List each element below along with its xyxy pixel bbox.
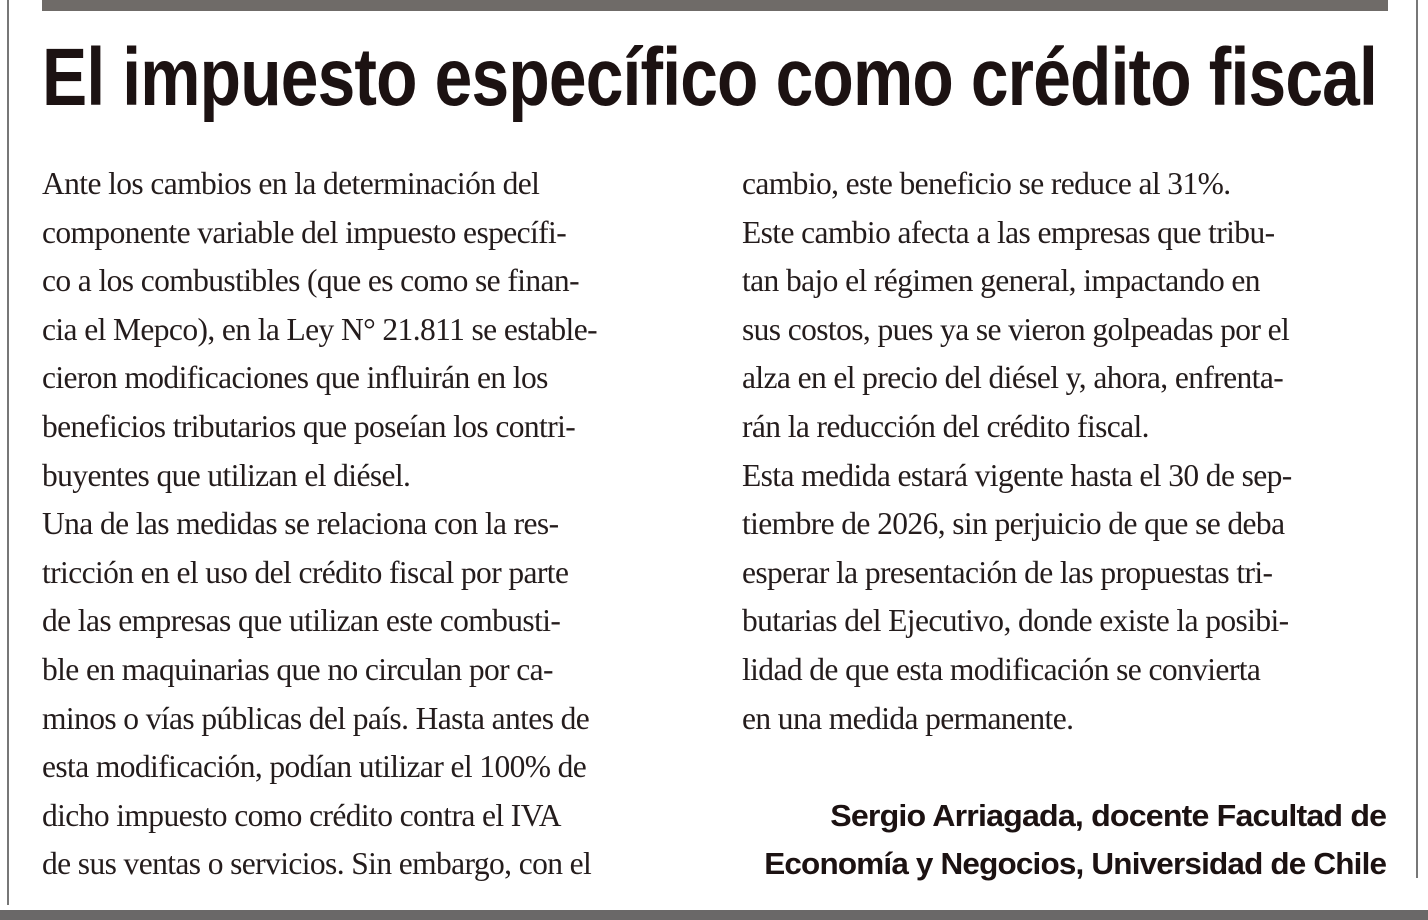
author-byline: Sergio Arriagada, docente Facultad de Ec… (764, 792, 1387, 888)
text-line: butarias del Ejecutivo, donde existe la … (742, 603, 1289, 639)
frame-right-border (1416, 0, 1418, 878)
text-line: componente variable del impuesto específ… (42, 214, 567, 250)
text-line: Este cambio afecta a las empresas que tr… (742, 214, 1275, 250)
article-title: El impuesto específico como crédito fisc… (42, 32, 1378, 123)
text-line: cieron modificaciones que influirán en l… (42, 360, 548, 396)
text-line: rán la reducción del crédito fiscal. (742, 408, 1150, 444)
text-line: lidad de que esta modificación se convie… (742, 651, 1261, 687)
text-line: de sus ventas o servicios. Sin embargo, … (42, 846, 592, 882)
left-column: Ante los cambios en la determinación del… (42, 160, 598, 889)
header-rule (42, 0, 1388, 11)
footer-rule (0, 910, 1428, 920)
text-line: tan bajo el régimen general, impactando … (742, 263, 1261, 299)
text-line: tricción en el uso del crédito fiscal po… (42, 554, 569, 590)
text-line: de las empresas que utilizan este combus… (42, 603, 561, 639)
author-line: Economía y Negocios, Universidad de Chil… (764, 846, 1387, 881)
text-line: buyentes que utilizan el diésel. (42, 457, 411, 493)
text-line: Ante los cambios en la determinación del (42, 166, 540, 201)
right-column: cambio, este beneficio se reduce al 31%.… (742, 160, 1292, 743)
author-line: Sergio Arriagada, docente Facultad de (830, 798, 1387, 833)
text-line: Esta medida estará vigente hasta el 30 d… (742, 457, 1292, 493)
text-line: cambio, este beneficio se reduce al 31%. (742, 166, 1231, 201)
text-line: Una de las medidas se relaciona con la r… (42, 506, 559, 542)
text-line: co a los combustibles (que es como se fi… (42, 263, 580, 299)
text-line: beneficios tributarios que poseían los c… (42, 408, 576, 444)
text-line: en una medida permanente. (742, 700, 1074, 736)
text-line: sus costos, pues ya se vieron golpeadas … (742, 311, 1290, 347)
frame-left-border (7, 0, 9, 905)
text-line: tiembre de 2026, sin perjuicio de que se… (742, 506, 1285, 542)
text-line: esta modificación, podían utilizar el 10… (42, 749, 587, 785)
text-line: esperar la presentación de las propuesta… (742, 554, 1273, 590)
text-line: cia el Mepco), en la Ley N° 21.811 se es… (42, 311, 598, 347)
text-line: minos o vías públicas del país. Hasta an… (42, 700, 590, 736)
text-line: alza en el precio del diésel y, ahora, e… (742, 360, 1284, 396)
text-line: dicho impuesto como crédito contra el IV… (42, 797, 562, 833)
text-line: ble en maquinarias que no circulan por c… (42, 651, 554, 687)
